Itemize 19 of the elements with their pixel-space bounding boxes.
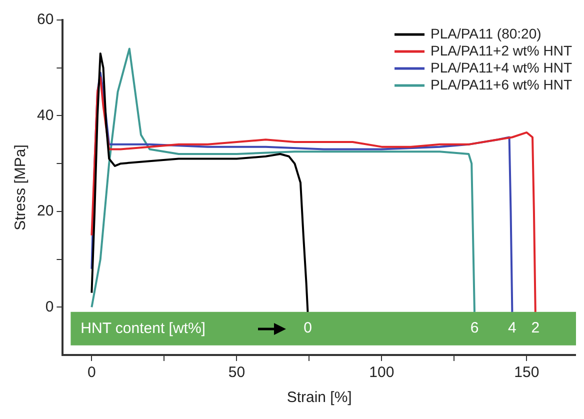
x-axis-title: Strain [%] [286,389,352,406]
legend-label: PLA/PA11+6 wt% HNT [430,76,572,92]
annotation: 6 [470,320,479,337]
band-label: HNT content [wt%] [80,320,206,337]
annotation: 2 [531,320,540,337]
y-tick-label: 60 [36,11,54,28]
legend-label: PLA/PA11+2 wt% HNT [430,42,572,58]
x-tick-label: 50 [228,364,246,382]
y-tick-label: 40 [36,106,54,124]
legend-label: PLA/PA11 (80:20) [430,25,542,42]
x-tick-label: 150 [514,364,540,382]
x-tick-label: 100 [369,364,394,382]
legend-label: PLA/PA11+4 wt% HNT [430,59,572,76]
annotation: 0 [304,320,312,337]
x-tick-label: 0 [88,364,96,382]
y-tick-label: 20 [36,202,54,220]
y-tick-label: 0 [45,298,54,316]
annotation: 4 [508,320,516,337]
y-axis-title: Stress [MPa] [12,144,30,230]
